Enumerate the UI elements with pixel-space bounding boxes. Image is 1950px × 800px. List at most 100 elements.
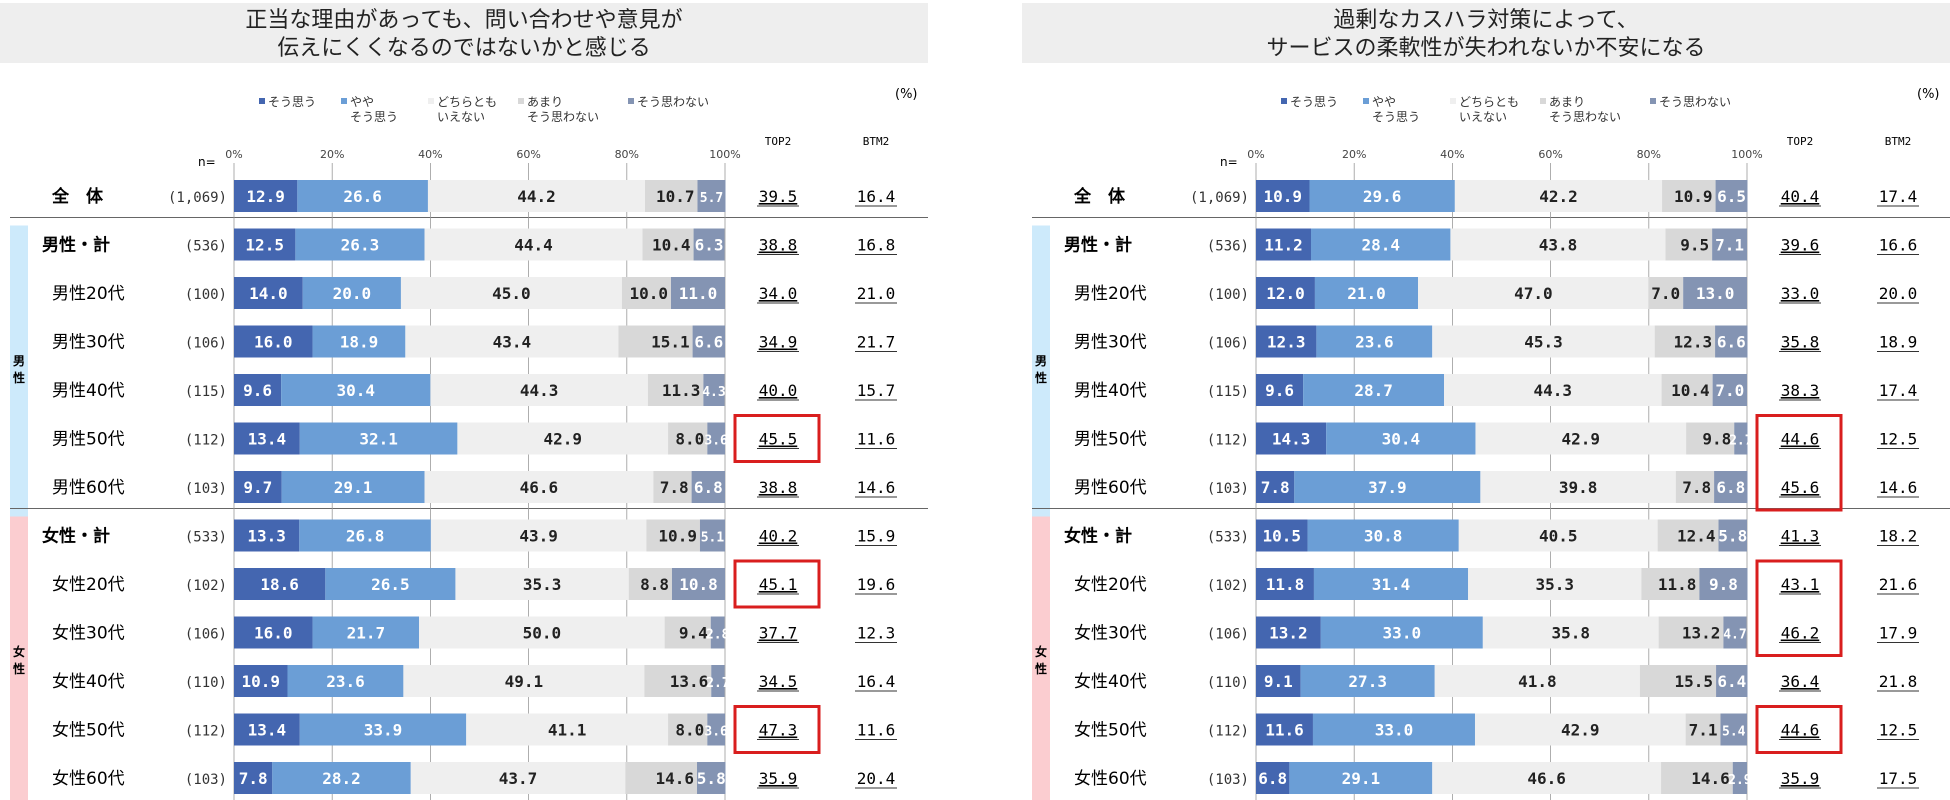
bar-data-label: 10.5 xyxy=(1263,527,1302,546)
bar-data-label: 13.4 xyxy=(248,721,287,740)
bar-segment xyxy=(1256,519,1308,552)
bar-segment xyxy=(1309,180,1455,212)
bar-data-label: 6.6 xyxy=(694,333,723,352)
legend-swatch xyxy=(1363,98,1369,104)
bar-data-label: 7.0 xyxy=(1715,381,1744,400)
bar-data-label: 13.6 xyxy=(670,672,709,691)
row-n-value: (103) xyxy=(185,772,227,788)
bar-data-label: 30.8 xyxy=(1364,527,1403,546)
btm2-value: 16.4 xyxy=(857,187,896,206)
bar-data-label: 5.8 xyxy=(697,769,726,788)
bar-data-label: 35.3 xyxy=(1536,575,1575,594)
bar-segment xyxy=(430,374,648,406)
row-label: 女性60代 xyxy=(1074,769,1147,789)
row-label: 男性・計 xyxy=(1064,235,1132,256)
bar-data-label: 7.1 xyxy=(1689,721,1718,740)
bar-segment xyxy=(455,568,629,600)
legend-label: いえない xyxy=(437,110,485,124)
bar-segment xyxy=(234,180,298,212)
bar-data-label: 32.1 xyxy=(359,430,398,449)
bar-data-label: 29.1 xyxy=(334,478,373,497)
top2-value: 45.5 xyxy=(759,430,798,449)
legend-swatch xyxy=(628,98,634,104)
bar-data-label: 2.8 xyxy=(706,628,730,643)
top2-value: 46.2 xyxy=(1781,624,1820,643)
row-n-value: (1,069) xyxy=(168,190,227,206)
bar-data-label: 10.4 xyxy=(1671,381,1710,400)
axis-tick-label: 60% xyxy=(1538,148,1562,161)
top2-value: 35.9 xyxy=(759,769,798,788)
male-group-label: 男 xyxy=(1035,354,1047,368)
row-n-value: (112) xyxy=(185,724,227,740)
bar-data-label: 43.4 xyxy=(493,333,532,352)
female-group-band xyxy=(10,516,28,800)
btm2-value: 21.7 xyxy=(857,333,896,352)
bar-segment xyxy=(299,519,431,552)
axis-tick-label: 80% xyxy=(615,148,639,161)
bar-segment xyxy=(621,277,671,309)
row-label: 男性30代 xyxy=(1074,333,1147,353)
row-label: 男性・計 xyxy=(42,235,110,256)
bar-segment xyxy=(1313,568,1469,600)
bar-data-label: 8.0 xyxy=(675,721,704,740)
n-label: n= xyxy=(198,155,216,169)
bar-segment xyxy=(1320,616,1483,649)
bar-data-label: 6.8 xyxy=(1258,769,1287,788)
row-n-value: (100) xyxy=(185,287,227,303)
bar-data-label: 43.8 xyxy=(1539,236,1578,255)
bar-data-label: 14.0 xyxy=(249,284,288,303)
male-group-label: 性 xyxy=(1034,370,1047,385)
bar-data-label: 49.1 xyxy=(505,672,544,691)
legend-label: そう思う xyxy=(268,95,316,109)
axis-tick-label: 40% xyxy=(418,148,442,161)
btm2-value: 21.6 xyxy=(1879,575,1918,594)
bar-data-label: 13.2 xyxy=(1269,624,1308,643)
bar-segment xyxy=(1256,180,1310,212)
bar-segment xyxy=(1661,374,1713,406)
row-n-value: (110) xyxy=(1207,675,1249,691)
bar-segment xyxy=(1654,325,1716,358)
bar-data-label: 29.1 xyxy=(1342,769,1381,788)
btm2-value: 16.8 xyxy=(857,236,896,255)
bar-segment xyxy=(703,374,725,406)
row-n-value: (106) xyxy=(185,336,227,352)
bar-segment xyxy=(1316,325,1433,358)
top2-value: 35.9 xyxy=(1781,769,1820,788)
row-label: 全 体 xyxy=(1073,186,1126,207)
legend-label: あまり xyxy=(527,95,563,109)
bar-segment xyxy=(234,374,282,406)
bar-segment xyxy=(1480,471,1676,503)
bar-data-label: 20.0 xyxy=(333,284,372,303)
row-label: 男性50代 xyxy=(1074,430,1147,450)
axis-tick-label: 0% xyxy=(1247,148,1264,161)
bar-data-label: 26.6 xyxy=(343,187,382,206)
btm2-value: 14.6 xyxy=(857,478,896,497)
bar-segment xyxy=(424,471,654,503)
bar-segment xyxy=(312,325,406,358)
female-group-label: 女 xyxy=(13,644,25,659)
bar-segment xyxy=(653,471,692,503)
axis-tick-label: 100% xyxy=(1731,148,1762,161)
bar-segment xyxy=(466,713,669,746)
bar-segment xyxy=(1734,422,1748,455)
bar-data-label: 11.3 xyxy=(662,381,701,400)
bar-segment xyxy=(1256,762,1290,794)
btm2-value: 17.5 xyxy=(1879,769,1918,788)
axis-tick-label: 20% xyxy=(320,148,344,161)
top2-value: 38.8 xyxy=(759,236,798,255)
bar-data-label: 3.6 xyxy=(704,725,728,740)
bar-data-label: 9.8 xyxy=(1702,430,1731,449)
row-label: 女性50代 xyxy=(1074,721,1147,741)
bar-data-label: 30.4 xyxy=(337,381,376,400)
bar-data-label: 41.1 xyxy=(548,721,587,740)
bar-data-label: 40.5 xyxy=(1539,527,1578,546)
highlight-box xyxy=(733,705,821,754)
female-group-label: 女 xyxy=(1035,644,1047,659)
top2-value: 36.4 xyxy=(1781,672,1820,691)
chart-panel-right: 過剰なカスハラ対策によって、 サービスの柔軟性が失われないか不安になる 男性女性… xyxy=(1022,0,1950,800)
bar-data-label: 9.8 xyxy=(1709,575,1738,594)
bar-data-label: 33.0 xyxy=(1375,721,1414,740)
bar-segment xyxy=(424,228,643,261)
bar-data-label: 41.8 xyxy=(1518,672,1557,691)
